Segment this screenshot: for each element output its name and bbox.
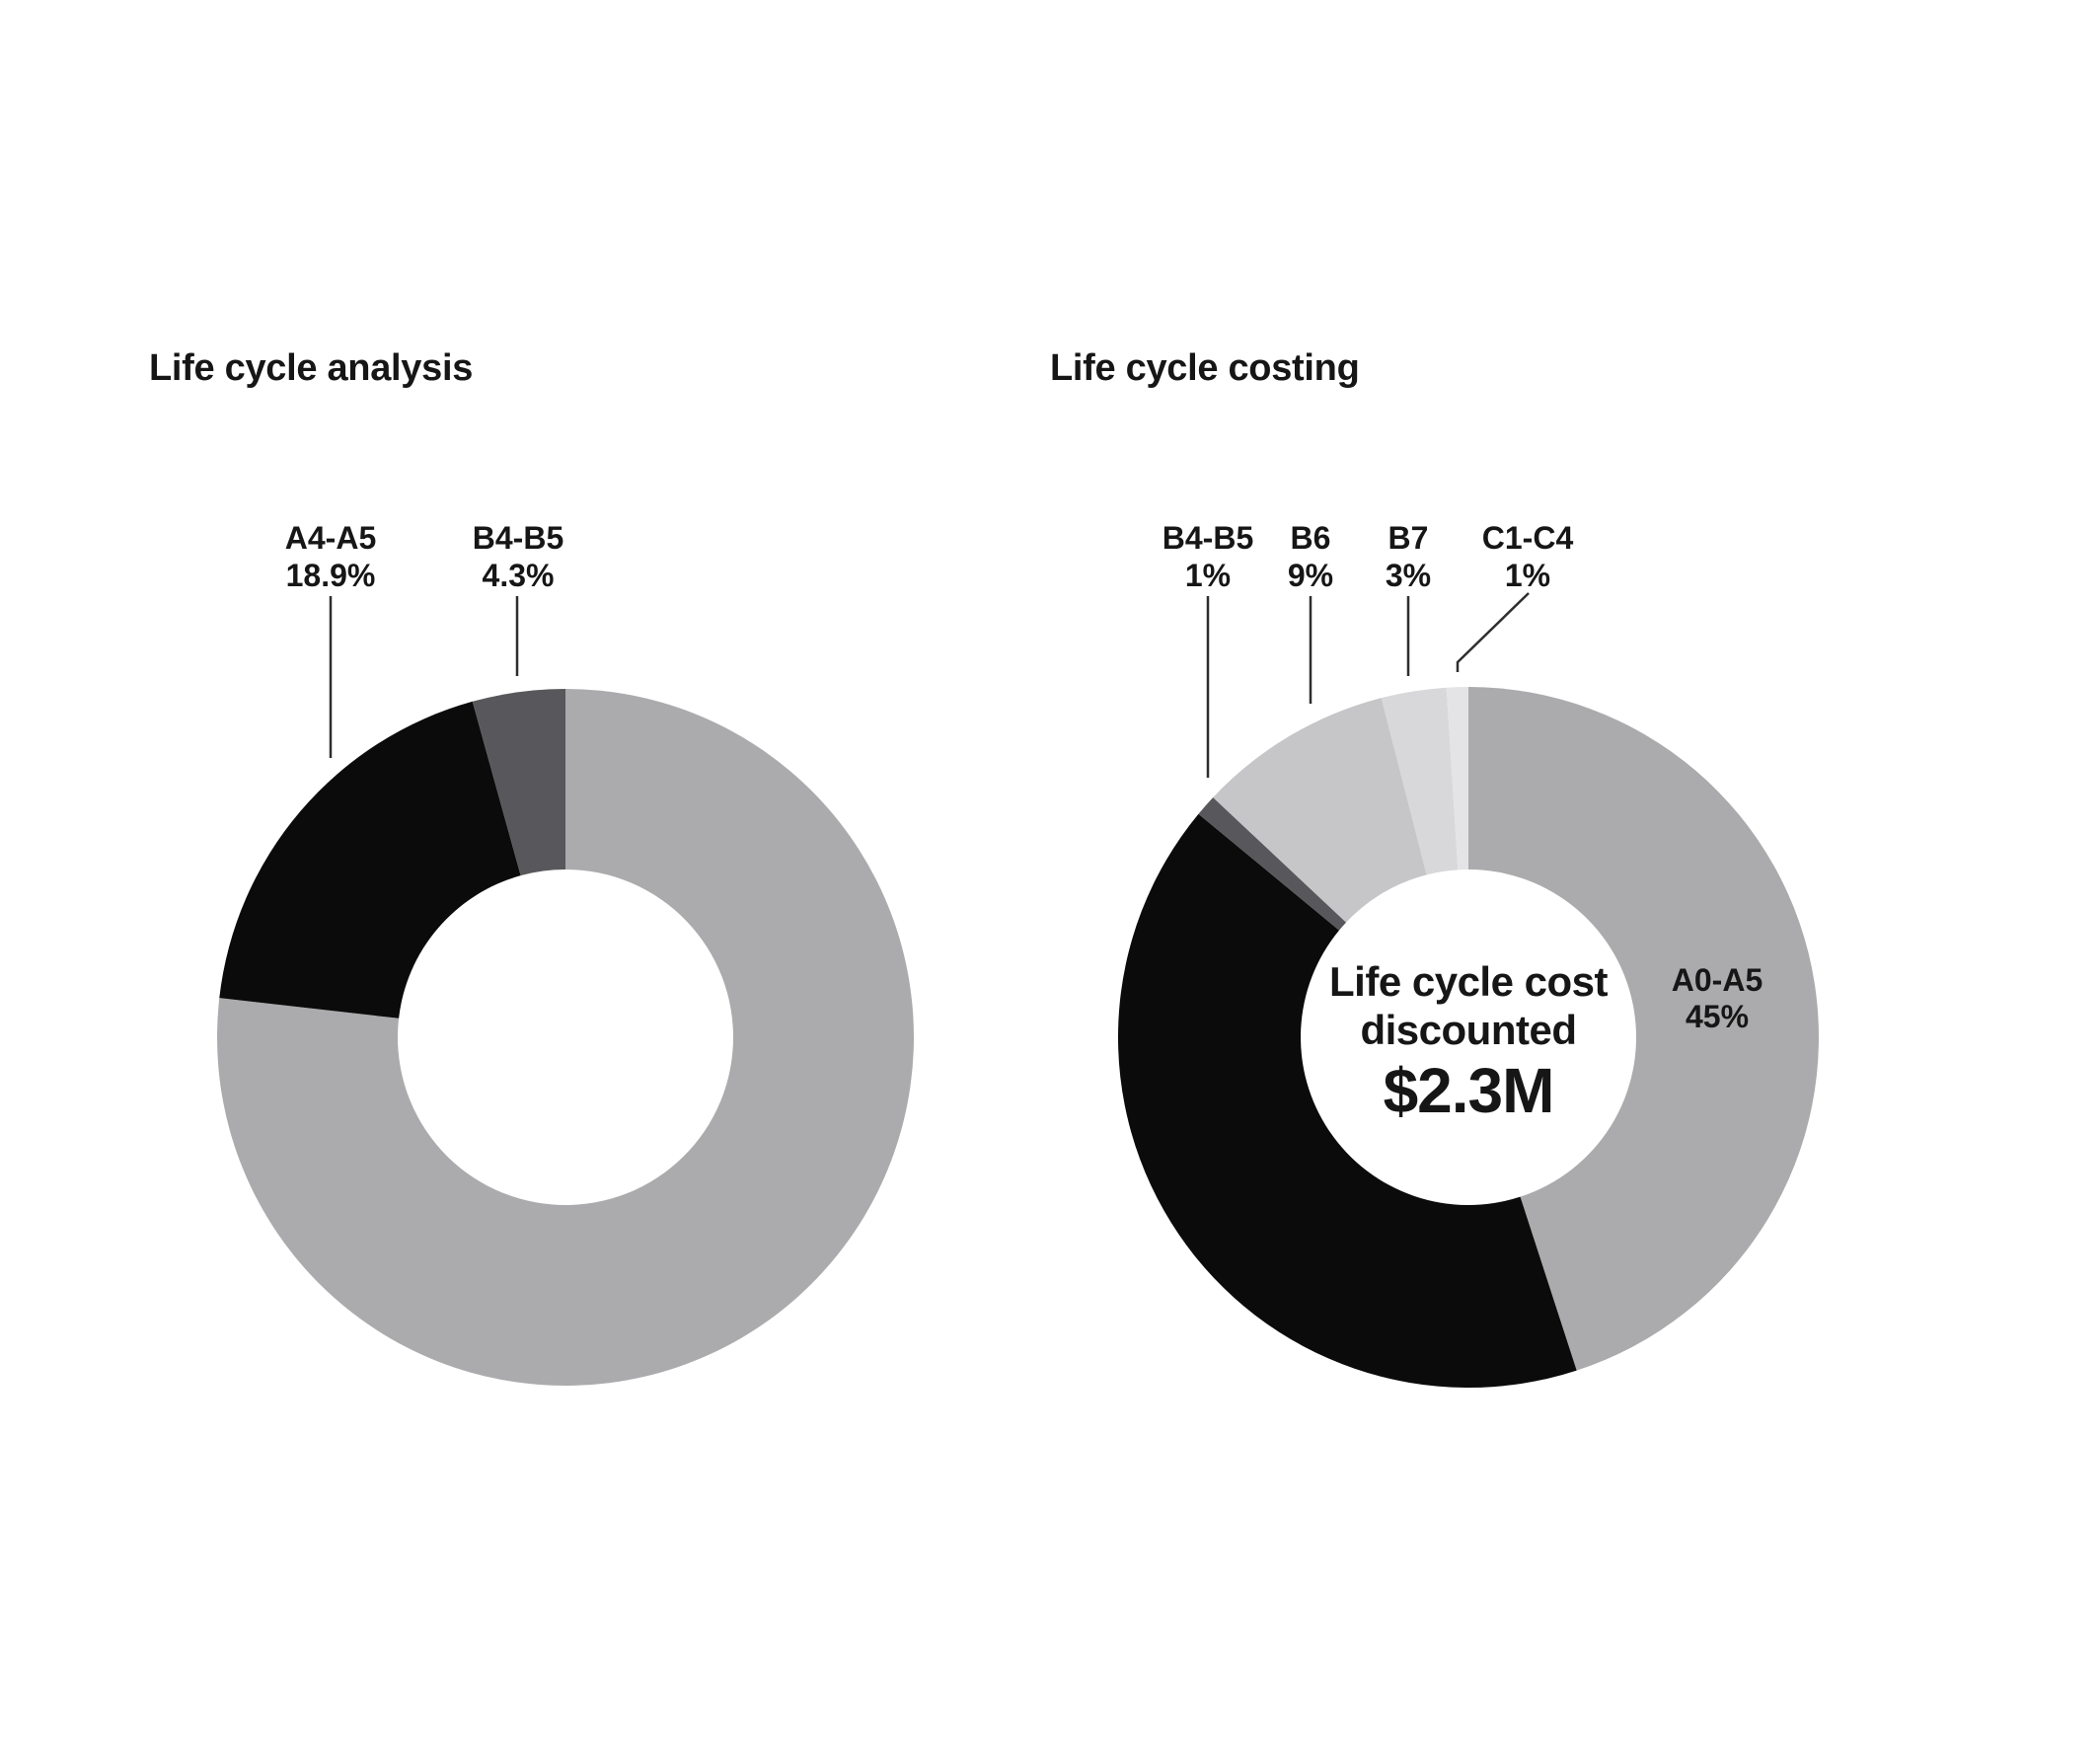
lcc-slice-C1-C4 (1446, 687, 1468, 870)
lca-callout-value-A4-A5: 18.9% (286, 558, 376, 593)
center-label-line1: Life cycle cost (1329, 958, 1608, 1005)
lca-slice-A4-A5 (219, 701, 521, 1019)
lca-callout-label-B4-B5: B4-B5 (473, 520, 563, 556)
chart-title-life-cycle-costing: Life cycle costing (1050, 347, 1360, 389)
lcc-slice-other (1117, 813, 1577, 1389)
lcc-leader-line-C1-C4 (1456, 592, 1530, 672)
lcc-callout-label-B7: B7 (1388, 520, 1429, 556)
lcc-slice-B6 (1213, 698, 1427, 923)
lcc-callout-value-C1-C4: 1% (1505, 558, 1550, 593)
lca-slice-other (217, 689, 915, 1386)
lca-callout-value-B4-B5: 4.3% (483, 558, 555, 593)
chart-title-life-cycle-analysis: Life cycle analysis (149, 347, 474, 389)
lcc-slice-B4-B5 (1198, 796, 1347, 931)
lcc-callout-value-B6: 9% (1288, 558, 1333, 593)
donut-center-label: Life cycle cost discounted $2.3M (1123, 957, 1814, 1125)
center-label-line2: discounted (1360, 1007, 1577, 1053)
lcc-side-label: A0-A5 (1672, 962, 1762, 998)
lcc-slice-B7 (1381, 687, 1459, 875)
lcc-slice-A0-A5 (1468, 687, 1820, 1371)
lcc-callout-label-C1-C4: C1-C4 (1482, 520, 1574, 556)
lcc-callout-value-B4-B5: 1% (1185, 558, 1231, 593)
lca-donut (217, 689, 915, 1386)
lcc-callout-label-B6: B6 (1291, 520, 1331, 556)
lcc-side-label-value: 45% (1686, 999, 1749, 1034)
lcc-donut (1117, 687, 1820, 1389)
lcc-callout-label-B4-B5: B4-B5 (1162, 520, 1253, 556)
lca-slice-B4-B5 (472, 689, 565, 876)
lcc-callout-value-B7: 3% (1386, 558, 1431, 593)
center-label-value: $2.3M (1383, 1055, 1555, 1126)
lca-callout-label-A4-A5: A4-A5 (285, 520, 376, 556)
